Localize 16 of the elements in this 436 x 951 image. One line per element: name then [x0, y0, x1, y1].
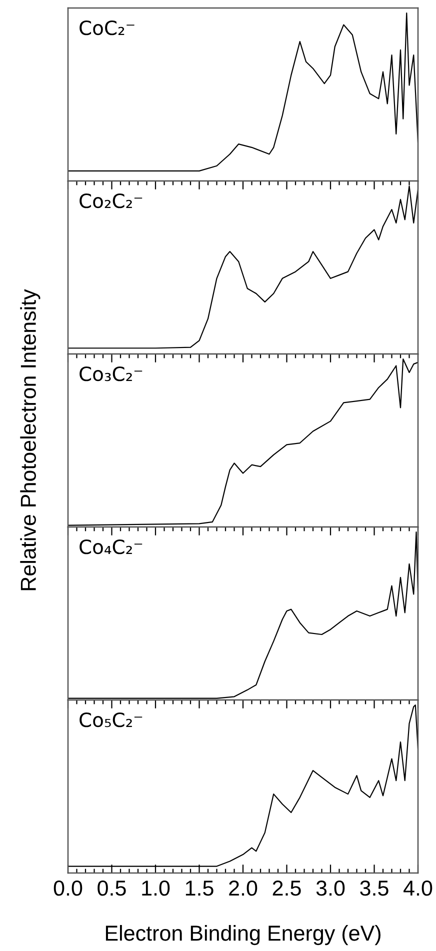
y-axis-title: Relative Photoelectron Intensity: [20, 289, 40, 590]
chart-title: Co₂C₂⁻: [80, 193, 142, 208]
chart-title: Co₅C₂⁻: [80, 712, 142, 728]
chart-title: Co₃C₂⁻: [80, 366, 142, 382]
x-tick-label: 3.5: [360, 880, 388, 896]
x-tick-label: 3.0: [316, 880, 345, 896]
x-tick-label: 0.5: [98, 880, 126, 896]
x-axis-title: Electron Binding Energy (eV): [106, 925, 380, 946]
chart-title: CoC₂⁻: [80, 20, 134, 36]
x-tick-label: 1.0: [142, 880, 170, 896]
x-tick-label: 2.0: [229, 880, 258, 896]
chart-title: Co₄C₂⁻: [80, 539, 142, 554]
x-tick-label: 4.0: [404, 880, 432, 896]
x-tick-label: 2.5: [272, 880, 301, 896]
x-tick-label: 1.5: [186, 880, 214, 896]
x-tick-label: 0.0: [54, 880, 82, 896]
